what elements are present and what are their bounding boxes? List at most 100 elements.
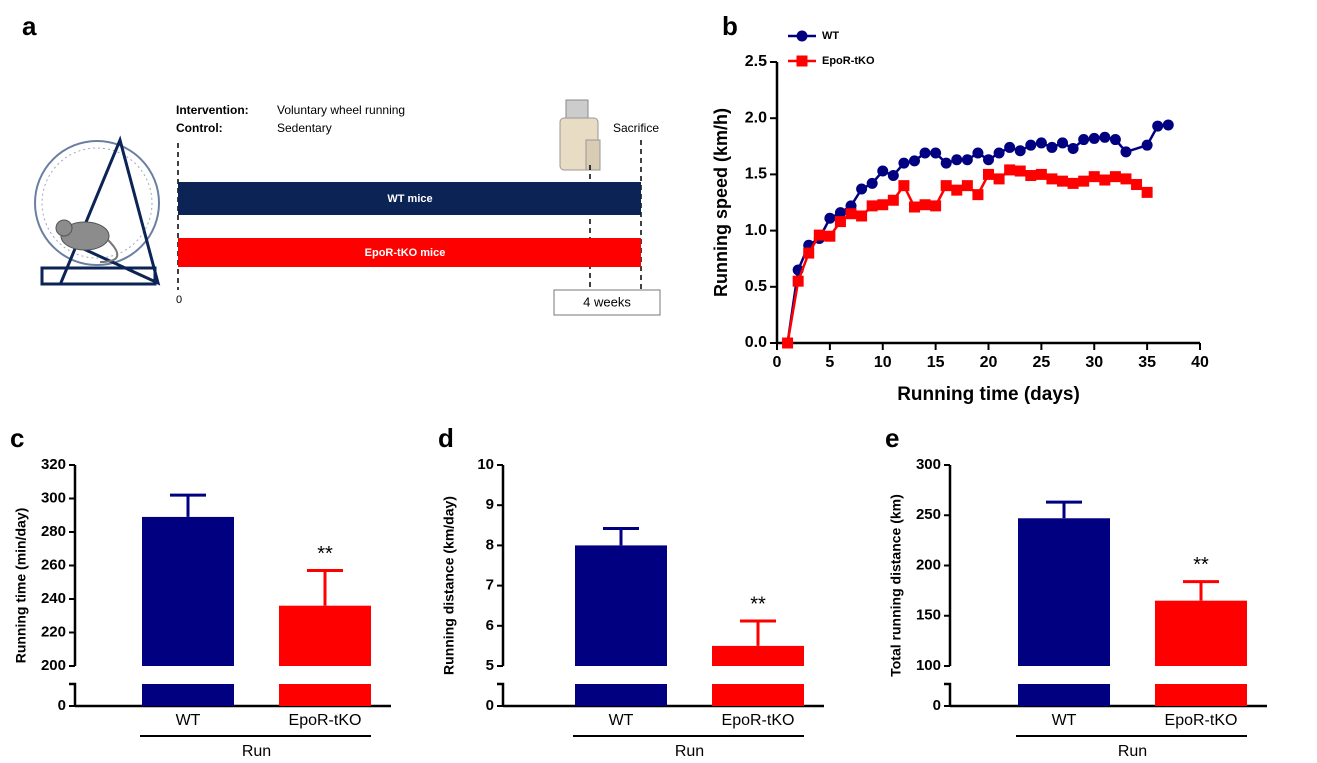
y-tick-label: 300 <box>916 456 941 473</box>
bar-stub <box>279 684 371 706</box>
panel-label: c <box>10 423 24 453</box>
y-tick-label: 200 <box>41 657 66 674</box>
x-tick-label: WT <box>1052 712 1077 729</box>
y-axis-label: Running speed (km/h) <box>711 108 731 297</box>
diagram: a Intervention: Voluntary wheel running … <box>22 11 661 316</box>
x-tick-label: 15 <box>927 354 945 371</box>
bar-stub <box>1155 684 1247 706</box>
data-point <box>961 154 973 166</box>
data-point <box>1057 137 1069 149</box>
y-axis-label: Running time (min/day) <box>13 508 29 664</box>
y-tick-label: 0 <box>933 697 941 714</box>
axis-break <box>69 682 77 706</box>
y-tick-label: 200 <box>916 556 941 573</box>
wheel-icon <box>34 135 161 286</box>
x-tick-label: 40 <box>1191 354 1209 371</box>
data-point <box>1099 174 1111 186</box>
data-point <box>866 200 878 212</box>
error-bar <box>740 619 776 646</box>
data-point <box>940 157 952 169</box>
data-point <box>919 199 931 211</box>
data-point <box>898 180 910 192</box>
x-tick-label: WT <box>176 712 201 729</box>
y-tick-label: 7 <box>486 577 494 594</box>
data-point <box>1046 141 1058 153</box>
bar <box>575 545 667 666</box>
y-tick-label: 0 <box>58 697 66 714</box>
y-tick-label: 240 <box>41 590 66 607</box>
data-point <box>898 157 910 169</box>
significance: ** <box>317 543 333 565</box>
y-tick-label: 320 <box>41 456 66 473</box>
control-label: Control: <box>176 121 223 135</box>
data-point <box>856 210 868 222</box>
data-point <box>961 180 973 192</box>
y-tick-label: 260 <box>41 556 66 573</box>
y-tick-label: 100 <box>916 657 941 674</box>
data-point <box>1067 177 1079 189</box>
data-point <box>877 165 889 177</box>
data-point <box>1014 145 1026 157</box>
panel-label: e <box>885 423 899 453</box>
y-tick-label: 0 <box>486 697 494 714</box>
significance: ** <box>750 593 766 615</box>
data-point <box>1004 141 1016 153</box>
x-tick-label: EpoR-tKO <box>1165 712 1238 729</box>
bar-stub <box>1018 684 1110 706</box>
data-point <box>845 208 857 220</box>
data-point <box>834 207 846 219</box>
data-point <box>824 230 836 242</box>
y-tick-label: 250 <box>916 506 941 523</box>
data-point <box>1131 179 1143 191</box>
y-tick-label: 280 <box>41 523 66 540</box>
x-tick-label: EpoR-tKO <box>289 712 362 729</box>
data-point <box>866 177 878 189</box>
data-point <box>1025 139 1037 151</box>
bar-stub <box>142 684 234 706</box>
data-point <box>1099 131 1111 143</box>
group-label: EpoR-tKO mice <box>365 247 446 259</box>
data-point <box>908 201 920 213</box>
y-tick-label: 5 <box>486 657 494 674</box>
bar-stub <box>575 684 667 706</box>
data-point <box>1109 134 1121 146</box>
data-point <box>1120 173 1132 185</box>
bar <box>1018 518 1110 666</box>
y-tick-label: 8 <box>486 536 494 553</box>
data-point <box>983 168 994 180</box>
group-bar <box>178 238 641 267</box>
data-point <box>940 180 952 192</box>
data-point <box>930 200 942 212</box>
panel-label: d <box>438 423 454 453</box>
data-point <box>919 147 931 159</box>
data-point <box>951 154 963 166</box>
bar-stub <box>712 684 804 706</box>
intervention: Voluntary wheel running <box>277 103 405 117</box>
x-tick-label: 0 <box>773 354 782 371</box>
intervention-label: Intervention: <box>176 103 249 117</box>
data-point <box>1046 173 1058 185</box>
data-point <box>930 147 942 159</box>
y-tick-label: 1.5 <box>745 166 767 183</box>
axis-break <box>944 682 952 706</box>
y-tick-label: 0.5 <box>745 278 767 295</box>
data-point <box>983 154 994 166</box>
y-tick-label: 150 <box>916 607 941 624</box>
data-point <box>877 199 889 211</box>
data-point <box>1141 186 1153 198</box>
y-axis-label: Running distance (km/day) <box>441 496 457 675</box>
control: Sedentary <box>277 121 332 135</box>
data-point <box>972 147 984 159</box>
legend-label: WT <box>822 30 839 42</box>
x-tick-label: 35 <box>1138 354 1156 371</box>
data-point <box>1035 168 1047 180</box>
duration-label: 4 weeks <box>583 294 631 309</box>
bar <box>712 645 804 666</box>
data-point <box>1078 175 1090 187</box>
legend-marker <box>796 55 808 67</box>
start-label: 0 <box>176 294 182 306</box>
group-label: WT mice <box>387 193 432 205</box>
error-bar <box>307 569 343 606</box>
